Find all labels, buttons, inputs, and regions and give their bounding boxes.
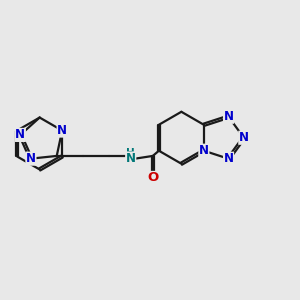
Text: N: N [15,128,25,141]
Text: N: N [239,131,249,144]
Text: N: N [57,124,67,137]
Text: H: H [126,148,135,158]
Text: N: N [224,110,234,123]
Text: N: N [26,152,36,165]
Text: N: N [224,152,234,165]
Text: N: N [199,144,209,157]
Text: N: N [126,152,136,165]
Text: O: O [147,172,158,184]
